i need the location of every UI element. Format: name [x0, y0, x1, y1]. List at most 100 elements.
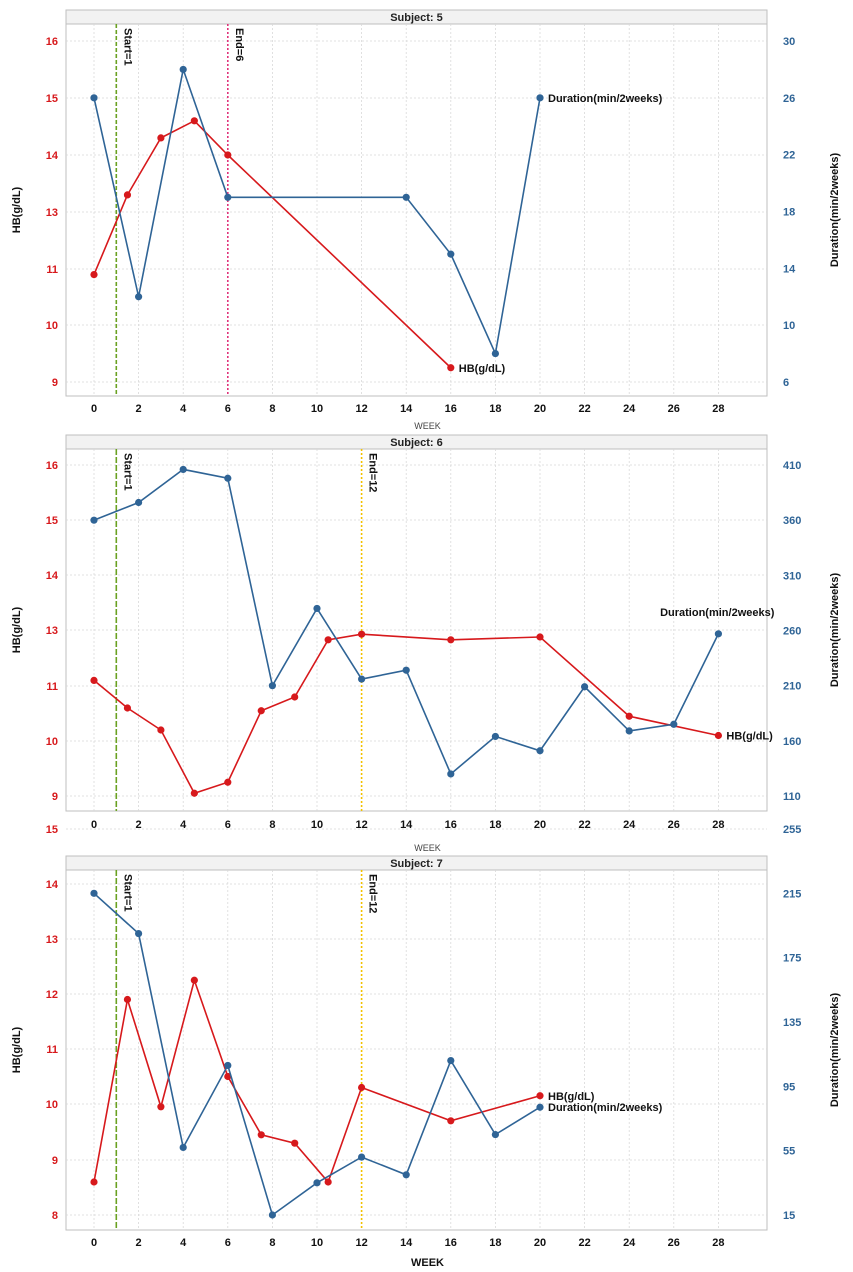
data-point	[491, 732, 499, 741]
x-tick-label: 28	[712, 403, 724, 415]
y-right-tick-label: 215	[783, 888, 801, 900]
data-point	[581, 683, 589, 691]
reference-line-label: Start=1	[121, 28, 133, 66]
y-right-tick-label: 26	[783, 93, 795, 105]
x-tick-label: 0	[91, 403, 97, 415]
x-tick-label: 8	[269, 819, 275, 831]
plot-area	[65, 855, 768, 1231]
x-tick-label: 10	[311, 1237, 323, 1249]
y-left-tick-label: 14	[46, 570, 59, 582]
y-left-tick-label: 9	[52, 377, 58, 389]
data-point	[313, 1179, 321, 1187]
x-axis-label: WEEK	[414, 421, 441, 431]
series-end-label: HB(g/dL)	[726, 731, 773, 743]
x-tick-label: 16	[445, 1237, 457, 1249]
data-point	[447, 1057, 455, 1065]
x-tick-label: 6	[225, 403, 231, 415]
reference-line-label: Start=1	[121, 874, 133, 912]
data-point	[157, 1103, 165, 1111]
x-tick-label: 10	[311, 403, 323, 415]
y-left-tick-label: 13	[46, 625, 58, 637]
data-point	[447, 636, 455, 644]
data-point	[224, 778, 232, 786]
y-right-axis-label: Duration(min/2weeks)	[829, 993, 841, 1108]
data-point	[358, 675, 366, 683]
x-tick-label: 4	[180, 1237, 187, 1249]
x-tick-label: 8	[269, 403, 275, 415]
y-left-tick-label: 14	[46, 150, 59, 162]
y-right-tick-label: 18	[783, 207, 795, 219]
data-point	[402, 1171, 410, 1179]
data-point	[447, 364, 455, 372]
data-point	[536, 633, 544, 641]
data-point	[190, 117, 198, 125]
x-tick-label: 10	[311, 819, 323, 831]
data-point	[135, 929, 143, 938]
y-right-tick-label: 22	[783, 150, 795, 162]
series-end-label: Duration(min/2weeks)	[548, 1102, 663, 1114]
data-point	[90, 676, 98, 685]
x-tick-label: 12	[355, 403, 367, 415]
x-tick-label: 22	[578, 403, 590, 415]
x-tick-label: 2	[136, 819, 142, 831]
plot-area	[65, 434, 768, 812]
x-tick-label: 18	[489, 1237, 501, 1249]
data-point	[135, 498, 143, 507]
x-tick-label: 6	[225, 1237, 231, 1249]
x-tick-label: 4	[180, 403, 187, 415]
x-tick-label: 8	[269, 1237, 275, 1249]
series-end-label: HB(g/dL)	[459, 363, 506, 375]
y-right-tick-label: 360	[783, 515, 801, 527]
x-tick-label: 24	[623, 403, 636, 415]
x-tick-label: 14	[400, 403, 413, 415]
x-tick-label: 20	[534, 403, 546, 415]
data-point	[324, 1178, 332, 1186]
panel-title: Subject: 6	[390, 437, 443, 449]
x-tick-label: 18	[489, 403, 501, 415]
data-point	[123, 995, 132, 1004]
panel-title-strip	[65, 9, 768, 25]
data-point	[358, 630, 366, 638]
data-point	[313, 604, 321, 613]
reference-line-label: End=6	[233, 28, 245, 61]
y-right-tick-label: 95	[783, 1081, 795, 1093]
data-point	[257, 707, 265, 715]
panel-title: Subject: 7	[390, 858, 443, 870]
y-left-tick-label: 15	[46, 93, 58, 105]
data-point	[179, 465, 187, 474]
series-line	[93, 119, 452, 369]
data-point	[90, 1178, 98, 1186]
data-point	[536, 1103, 544, 1111]
reference-line-label: End=12	[367, 453, 379, 492]
y-right-tick-label: 135	[783, 1017, 801, 1029]
y-right-tick-label: 10	[783, 320, 795, 332]
data-point	[358, 1153, 366, 1161]
y-left-tick-label: 12	[46, 989, 58, 1001]
data-point	[714, 630, 723, 638]
data-point	[402, 666, 410, 674]
y-left-axis-label: HB(g/dL)	[11, 606, 23, 653]
reference-line-label: End=12	[367, 874, 379, 913]
data-point	[224, 474, 232, 482]
data-point	[491, 1130, 499, 1139]
y-left-tick-label: 10	[46, 320, 58, 332]
data-point	[90, 889, 98, 897]
data-point	[224, 193, 232, 201]
y-right-tick-label: 260	[783, 626, 801, 638]
series-end-label: Duration(min/2weeks)	[660, 607, 775, 619]
y-right-tick-label: 410	[783, 460, 801, 472]
data-point	[268, 682, 276, 690]
data-point	[447, 770, 455, 778]
x-tick-label: 20	[534, 819, 546, 831]
x-tick-label: 26	[668, 403, 680, 415]
data-point	[268, 1211, 276, 1219]
x-axis-label: WEEK	[411, 1257, 444, 1269]
data-point	[447, 1117, 455, 1125]
panel-title: Subject: 5	[390, 12, 443, 24]
reference-line-label: Start=1	[121, 453, 133, 491]
y-right-tick-label: 210	[783, 681, 801, 693]
x-tick-label: 26	[668, 1237, 680, 1249]
y-left-axis-label: HB(g/dL)	[11, 1026, 23, 1073]
plot-area	[65, 9, 768, 397]
